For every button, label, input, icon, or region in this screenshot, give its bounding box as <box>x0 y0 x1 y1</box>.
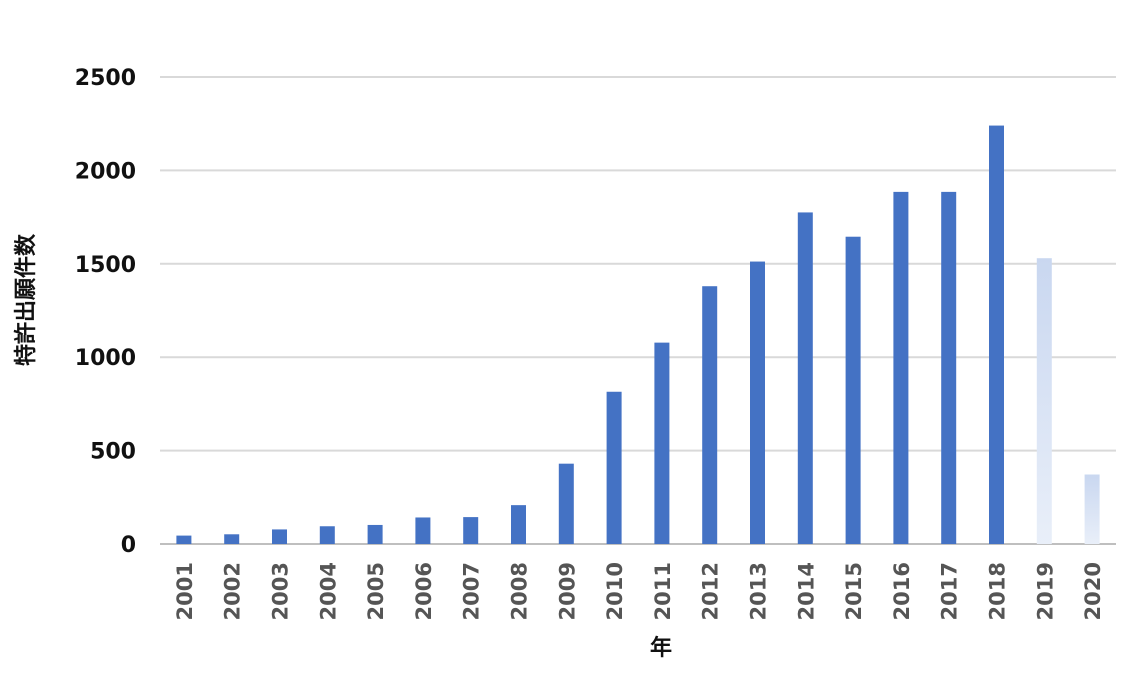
x-tick-label: 2014 <box>794 562 818 620</box>
x-tick-label: 2017 <box>938 562 962 620</box>
x-tick-label: 2006 <box>412 562 436 620</box>
x-tick-label: 2018 <box>986 562 1010 620</box>
bar-2019 <box>1036 258 1052 544</box>
bar-2004 <box>319 526 335 544</box>
x-tick-label: 2004 <box>316 562 340 620</box>
bar-2010 <box>606 391 622 544</box>
bar-2013 <box>750 261 765 544</box>
y-tick-label: 0 <box>121 533 136 558</box>
y-axis-label: 特許出願件数 <box>13 233 39 366</box>
bar-2014 <box>797 212 813 544</box>
bar-2016 <box>893 191 909 544</box>
bar-2011 <box>654 342 670 544</box>
bar-2018 <box>989 125 1004 545</box>
x-tick-label: 2008 <box>508 562 532 620</box>
x-tick-label: 2007 <box>460 562 484 620</box>
y-tick-label: 2000 <box>75 159 136 184</box>
bar-2015 <box>845 236 861 545</box>
x-tick-label: 2009 <box>555 562 579 620</box>
bar-2001 <box>176 535 192 544</box>
bar-2006 <box>415 517 431 544</box>
bar-2009 <box>558 463 574 544</box>
x-tick-label: 2016 <box>890 562 914 620</box>
bar-2020 <box>1084 474 1100 544</box>
x-tick-label: 2005 <box>364 562 388 620</box>
y-tick-label: 1500 <box>75 253 136 278</box>
x-tick-label: 2012 <box>699 562 723 620</box>
x-tick-label: 2020 <box>1081 562 1105 620</box>
bar-2005 <box>367 524 383 544</box>
y-axis-ticks: 0 500 1000 1500 2000 2500 <box>75 66 136 558</box>
x-tick-label: 2019 <box>1033 562 1057 620</box>
bar-2008 <box>511 505 526 544</box>
bar-2003 <box>272 529 287 544</box>
x-tick-label: 2011 <box>651 562 675 620</box>
x-tick-label: 2003 <box>269 562 293 620</box>
x-tick-label: 2001 <box>173 562 197 620</box>
x-tick-label: 2015 <box>842 562 866 620</box>
bars <box>176 125 1100 545</box>
x-tick-label: 2013 <box>747 562 771 620</box>
y-tick-label: 2500 <box>75 66 136 91</box>
x-axis-label: 年 <box>650 635 672 661</box>
bar-2007 <box>463 517 479 544</box>
y-tick-label: 500 <box>90 440 136 465</box>
bar-2017 <box>941 191 957 544</box>
grid-lines <box>160 76 1116 545</box>
x-tick-label: 2002 <box>221 562 245 620</box>
bar-2012 <box>702 286 718 544</box>
bar-2002 <box>224 534 240 544</box>
y-tick-label: 1000 <box>75 346 136 371</box>
x-axis-ticks: 2001 2002 2003 2004 2005 2006 2007 2008 2009 2010… <box>173 562 1105 620</box>
x-tick-label: 2010 <box>603 562 627 620</box>
